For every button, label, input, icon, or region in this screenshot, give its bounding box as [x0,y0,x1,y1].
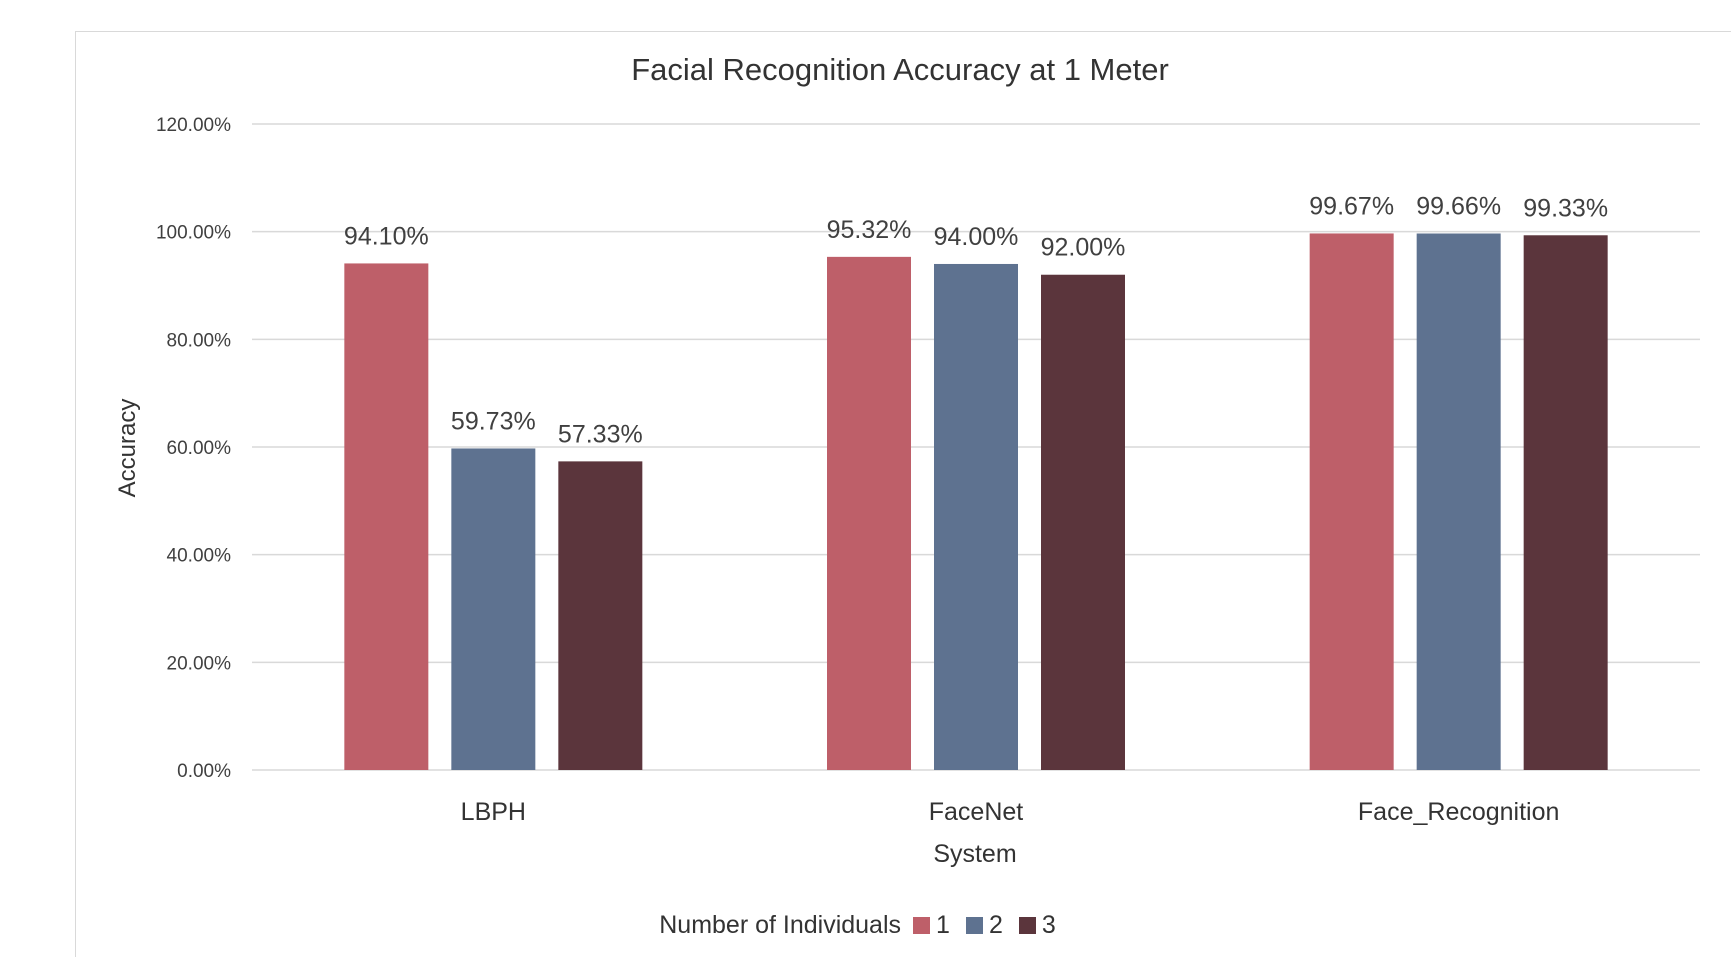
legend-label-1: 1 [936,911,950,939]
y-axis-label: Accuracy [114,398,141,498]
y-tick-label: 100.00% [156,223,231,244]
legend-item-1: 1 [913,911,950,940]
data-label: 99.33% [1523,194,1608,222]
y-tick-label: 60.00% [167,438,232,459]
bar-lbph-series-1 [344,263,429,770]
x-tick-label: Face_Recognition [1358,798,1560,826]
data-label: 92.00% [1041,234,1126,262]
legend: Number of Individuals 1 2 3 [0,911,1731,940]
x-axis-label: System [933,840,1017,868]
legend-label-2: 2 [988,911,1003,939]
legend-title: Number of Individuals [659,911,902,939]
bar-lbph-series-3 [558,461,643,770]
bar-lbph-series-2 [451,448,536,770]
legend-item-3: 3 [1018,911,1056,940]
x-axis-ticks: LBPH FaceNet Face_Recognition [461,798,1560,826]
bar-facenet-series-3 [1041,274,1125,770]
data-label: 99.67% [1309,192,1394,220]
legend-swatch-1 [913,917,931,934]
legend-label-3: 3 [1041,911,1056,939]
y-tick-label: 20.00% [167,653,232,674]
x-tick-label: LBPH [461,798,526,826]
bar-facenet-series-1 [827,256,911,770]
legend-swatch-3 [1018,917,1036,934]
bar-face_recognition-series-1 [1309,233,1394,770]
y-tick-label: 40.00% [167,546,232,567]
bar-face_recognition-series-2 [1416,233,1501,770]
x-tick-label: FaceNet [929,798,1024,826]
data-label: 99.66% [1416,192,1501,220]
y-tick-label: 0.00% [177,761,231,782]
chart-title: Facial Recognition Accuracy at 1 Meter [631,52,1169,87]
data-label: 57.33% [558,420,643,448]
y-axis-ticks: 0.00% 20.00% 40.00% 60.00% 80.00% 100.00% 120.… [156,115,231,782]
legend-swatch-2 [965,917,983,934]
bar-facenet-series-2 [934,263,1018,770]
data-labels: 94.10% 59.73% 57.33% 95.32% 94.00% 92.00% 99.6… [344,192,1608,448]
bar-face_recognition-series-3 [1523,235,1608,770]
data-label: 94.10% [344,222,429,250]
y-tick-label: 80.00% [167,330,232,351]
y-tick-label: 120.00% [156,115,231,136]
bars [344,233,1608,770]
data-label: 59.73% [451,407,536,435]
legend-item-2: 2 [965,911,1003,940]
chart-area [75,31,1731,957]
data-label: 95.32% [827,216,912,244]
data-label: 94.00% [934,223,1019,251]
